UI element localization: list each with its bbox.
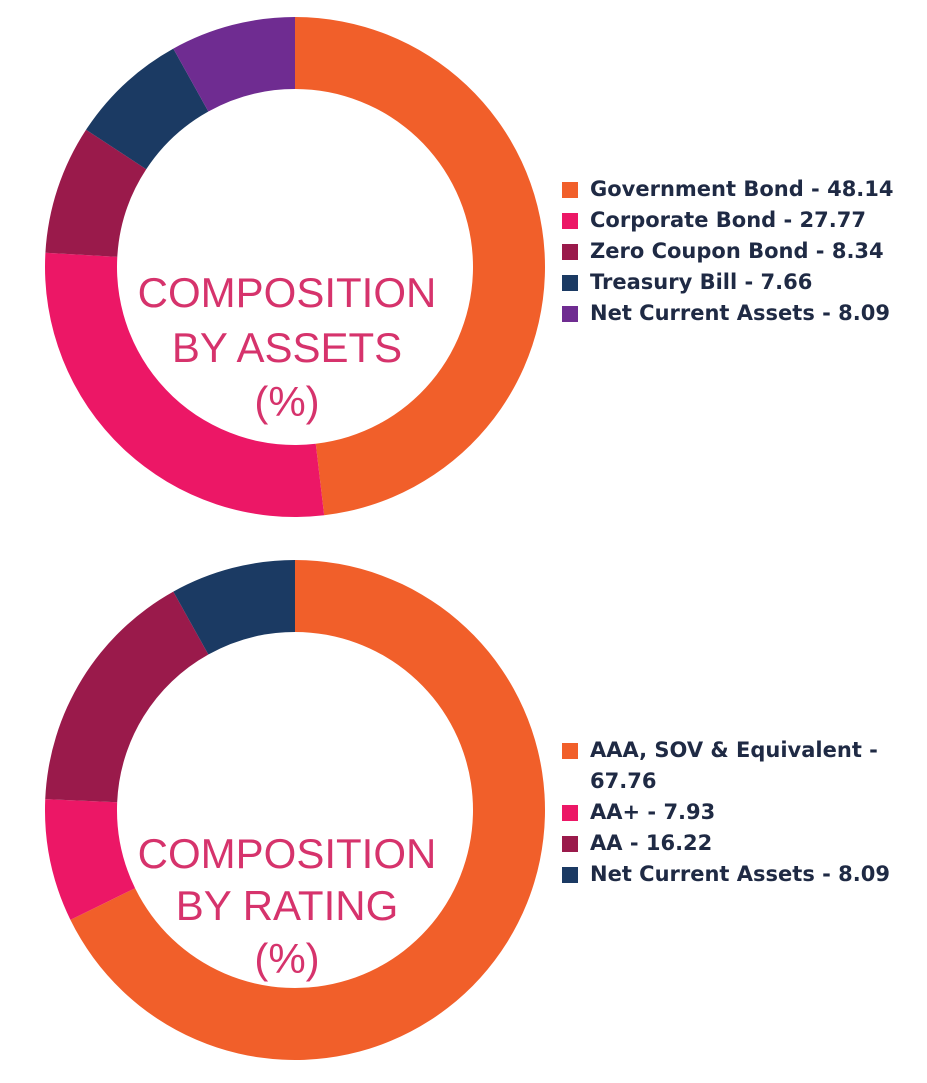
legend-swatch: [562, 836, 578, 852]
rating-donut: COMPOSITION BY RATING (%): [44, 560, 545, 1060]
donut-slice-treasury-bill: [86, 48, 209, 170]
legend-item-government-bond: Government Bond - 48.14: [562, 174, 902, 205]
donut-slice-zero-coupon-bond: [45, 129, 147, 257]
assets-title-line-1: COMPOSITION: [138, 269, 437, 316]
legend-label: Corporate Bond - 27.77: [590, 208, 866, 232]
legend-item-net-current-assets: Net Current Assets - 8.09: [562, 859, 902, 890]
rating-title-line-2: BY RATING: [176, 882, 399, 929]
assets-donut: COMPOSITION BY ASSETS (%): [45, 16, 546, 517]
legend-swatch: [562, 306, 578, 322]
legend-label: AAA, SOV & Equivalent - 67.76: [590, 738, 878, 793]
rating-title-line-1: COMPOSITION: [138, 830, 437, 877]
legend-label: Net Current Assets - 8.09: [590, 301, 890, 325]
rating-title-line-3: (%): [254, 935, 319, 982]
assets-title-line-3: (%): [254, 378, 319, 425]
legend-label: Government Bond - 48.14: [590, 177, 894, 201]
composition-by-assets-chart: COMPOSITION BY ASSETS (%) Government Bon…: [0, 0, 927, 540]
legend-swatch: [562, 244, 578, 260]
donut-slice-government-bond: [295, 17, 546, 516]
donut-slice-net-current-assets: [173, 16, 295, 112]
legend-item-treasury-bill: Treasury Bill - 7.66: [562, 267, 902, 298]
assets-legend: Government Bond - 48.14 Corporate Bond -…: [562, 174, 902, 329]
legend-label: Net Current Assets - 8.09: [590, 862, 890, 886]
legend-label: AA - 16.22: [590, 831, 713, 855]
legend-item-aaa-sov-equivalent: AAA, SOV & Equivalent - 67.76: [562, 735, 902, 797]
rating-legend: AAA, SOV & Equivalent - 67.76 AA+ - 7.93…: [562, 735, 902, 890]
donut-slice-net-current-assets: [173, 560, 295, 655]
legend-label: Treasury Bill - 7.66: [590, 270, 813, 294]
donut-slice-corporate-bond: [45, 252, 325, 517]
legend-label: Zero Coupon Bond - 8.34: [590, 239, 884, 263]
donut-slice-aa: [45, 591, 209, 803]
legend-item-net-current-assets: Net Current Assets - 8.09: [562, 298, 902, 329]
donut-slice-aa: [44, 799, 136, 920]
donut-slice-aaa-sov-equivalent: [70, 560, 545, 1060]
legend-swatch: [562, 275, 578, 291]
legend-swatch: [562, 743, 578, 759]
legend-swatch: [562, 867, 578, 883]
assets-title-line-2: BY ASSETS: [172, 324, 402, 371]
legend-item-aa: AA - 16.22: [562, 828, 902, 859]
legend-swatch: [562, 805, 578, 821]
legend-swatch: [562, 182, 578, 198]
legend-item-aa-plus: AA+ - 7.93: [562, 797, 902, 828]
legend-item-corporate-bond: Corporate Bond - 27.77: [562, 205, 902, 236]
legend-item-zero-coupon-bond: Zero Coupon Bond - 8.34: [562, 236, 902, 267]
legend-label: AA+ - 7.93: [590, 800, 716, 824]
legend-swatch: [562, 213, 578, 229]
composition-by-rating-chart: COMPOSITION BY RATING (%) AAA, SOV & Equ…: [0, 543, 927, 1083]
